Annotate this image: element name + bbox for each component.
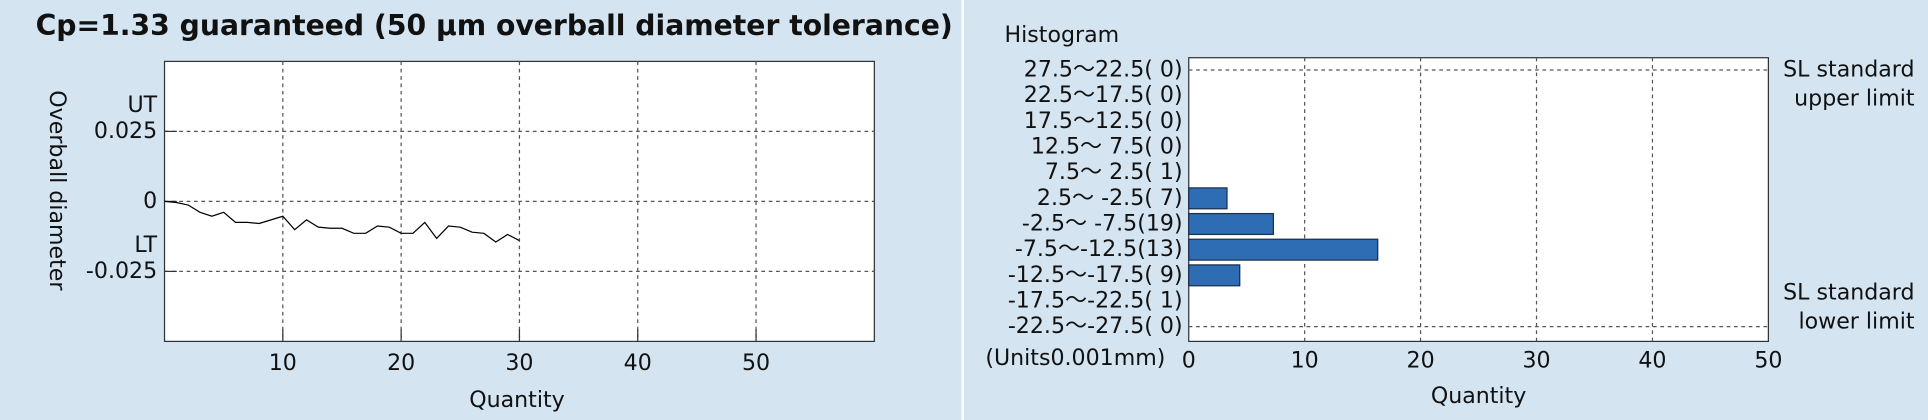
tolerance-label: LT	[134, 232, 157, 258]
limit-label: SL standard	[1783, 279, 1914, 305]
limit-label: SL standard	[1783, 57, 1914, 83]
x-tick-label: 30	[505, 350, 533, 376]
x-tick-label: 40	[624, 350, 652, 376]
x-tick-label: 0	[1182, 348, 1196, 374]
limit-label: upper limit	[1794, 85, 1915, 111]
chart-title: Cp=1.33 guaranteed (50 μm overball diame…	[36, 9, 953, 42]
y-tick-label: 22.5～17.5( 0)	[1024, 82, 1183, 108]
x-tick-label: 40	[1638, 348, 1666, 374]
y-axis-label: Overball diameter	[44, 90, 70, 291]
bar	[1188, 187, 1228, 210]
y-tick-label: 0.025	[94, 118, 157, 144]
y-tick-label: 17.5～12.5( 0)	[1024, 108, 1183, 134]
y-tick-label: -12.5～-17.5( 9)	[1008, 262, 1183, 288]
y-tick-label: -0.025	[86, 258, 157, 284]
x-axis-label: Quantity	[1431, 383, 1526, 409]
y-tick-label: 27.5～22.5( 0)	[1024, 57, 1183, 83]
y-tick-label: -22.5～-27.5( 0)	[1008, 313, 1183, 339]
bar	[1188, 238, 1379, 261]
data-line	[164, 200, 520, 243]
y-tick-label: -7.5～-12.5(13)	[1015, 236, 1183, 262]
unit-label: (Units0.001mm)	[985, 345, 1165, 371]
x-axis-label: Quantity	[469, 387, 564, 413]
bar	[1188, 264, 1241, 287]
y-tick-label: 2.5～ -2.5( 7)	[1037, 185, 1183, 211]
x-tick-label: 50	[1754, 348, 1782, 374]
x-tick-label: 50	[742, 350, 770, 376]
limit-label: lower limit	[1798, 308, 1914, 334]
x-tick-label: 30	[1522, 348, 1550, 374]
tolerance-label: UT	[127, 92, 157, 118]
x-tick-label: 10	[1291, 348, 1319, 374]
y-tick-label: 0	[143, 188, 157, 214]
x-tick-label: 20	[1407, 348, 1435, 374]
y-tick-label: 12.5～ 7.5( 0)	[1031, 134, 1183, 160]
y-tick-label: -17.5～-22.5( 1)	[1008, 288, 1183, 314]
chart-title: Histogram	[1005, 22, 1120, 48]
y-tick-label: -2.5～ -7.5(19)	[1022, 210, 1183, 236]
x-tick-label: 10	[269, 350, 297, 376]
x-tick-label: 20	[387, 350, 415, 376]
y-tick-label: 7.5～ 2.5( 1)	[1045, 159, 1183, 185]
plot-area	[1188, 57, 1769, 343]
bar	[1188, 212, 1274, 236]
